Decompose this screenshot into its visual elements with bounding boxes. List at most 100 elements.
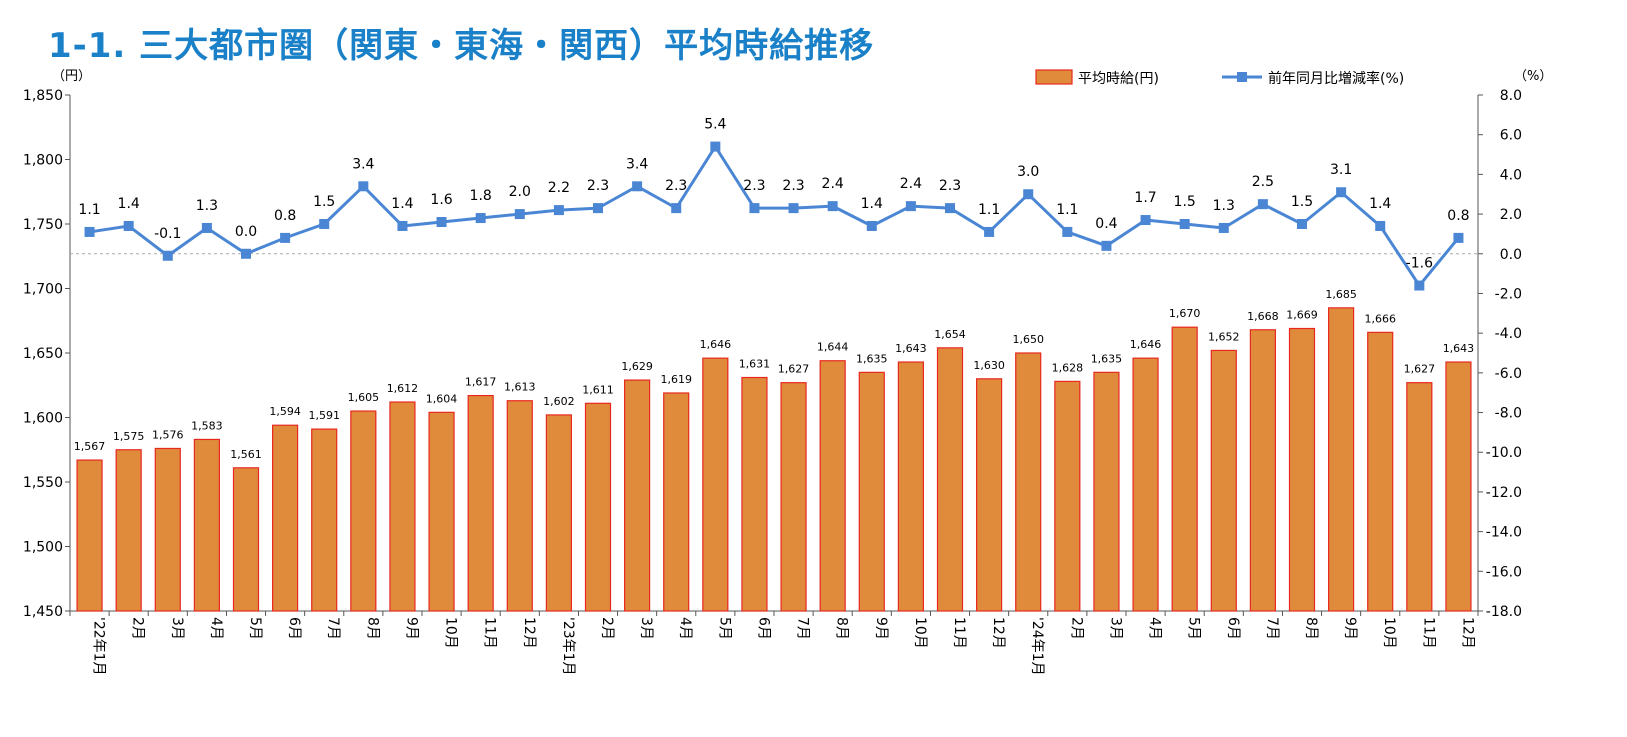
x-tick-label: 8月 [364, 617, 380, 640]
bar [1132, 357, 1159, 612]
x-tick-label: 12月 [1459, 617, 1475, 649]
line-data-label: 0.0 [235, 224, 257, 240]
bar [1367, 331, 1394, 612]
line-data-label: 2.3 [782, 178, 804, 194]
line-marker [162, 250, 173, 261]
y-left-tick-label: 1,750 [23, 217, 63, 233]
line-marker [280, 232, 291, 243]
x-tick-label: 2月 [599, 617, 615, 640]
x-tick-label: 4月 [1147, 617, 1163, 640]
y-right-tick-label: -10.0 [1486, 445, 1522, 461]
line-data-label: 1.6 [430, 192, 452, 208]
bar [663, 392, 690, 612]
bar [1054, 380, 1081, 612]
line-data-label: 2.3 [587, 178, 609, 194]
line-data-label: 2.3 [665, 178, 687, 194]
bar-data-label: 1,627 [1404, 363, 1436, 376]
bar [506, 400, 533, 612]
bar-data-label: 1,613 [504, 381, 536, 394]
line-data-label: 1.1 [978, 202, 1000, 218]
bar [819, 360, 846, 612]
x-tick-label: '24年1月 [1029, 617, 1045, 676]
line-marker [553, 205, 564, 216]
line-marker [710, 141, 721, 152]
y-right-tick-label: -2.0 [1495, 286, 1522, 302]
line-data-label: 2.3 [939, 178, 961, 194]
line-marker [984, 226, 995, 237]
line-series [89, 145, 1460, 288]
line-data-label: 1.1 [1056, 202, 1078, 218]
bar [976, 378, 1003, 612]
x-tick-label: 10月 [912, 617, 928, 649]
bar-data-label: 1,567 [74, 440, 106, 453]
y-left-tick-label: 1,650 [23, 346, 63, 362]
line-data-label: 3.0 [1017, 164, 1039, 180]
line-marker [436, 217, 447, 228]
x-tick-label: 9月 [873, 617, 889, 640]
line-data-label: 0.4 [1095, 216, 1117, 232]
bar-data-label: 1,644 [817, 341, 849, 354]
y-right-tick-label: -12.0 [1486, 485, 1522, 501]
line-marker [123, 220, 134, 231]
line-data-label: 2.4 [822, 176, 844, 192]
bar-data-label: 1,685 [1325, 288, 1357, 301]
bar-data-label: 1,611 [582, 383, 614, 396]
x-tick-label: 11月 [1420, 617, 1436, 649]
line-marker [788, 203, 799, 214]
bar [232, 467, 260, 612]
x-tick-label: 5月 [247, 617, 263, 640]
legend-bar-label: 平均時給(円) [1078, 71, 1159, 87]
bar [193, 438, 220, 612]
bar [780, 382, 807, 612]
bar-data-label: 1,617 [465, 376, 497, 389]
bar-data-label: 1,575 [113, 430, 145, 443]
x-tick-label: 3月 [1107, 617, 1123, 640]
bar [1288, 327, 1316, 612]
bar-data-label: 1,605 [348, 391, 380, 404]
line-marker [1179, 219, 1190, 229]
bar-data-label: 1,643 [1443, 342, 1475, 355]
line-data-label: 1.4 [861, 196, 883, 212]
y-left-tick-label: 1,700 [23, 282, 63, 298]
x-tick-label: 5月 [716, 617, 732, 640]
x-tick-label: '23年1月 [560, 617, 576, 676]
line-marker [1297, 219, 1307, 229]
line-data-label: 1.5 [1291, 194, 1313, 210]
bar [584, 402, 612, 612]
line-data-label: 2.4 [900, 176, 922, 192]
y-right-tick-label: -6.0 [1495, 366, 1522, 382]
x-tick-label: 9月 [1342, 617, 1358, 640]
bar [1015, 352, 1042, 612]
line-marker [593, 203, 603, 214]
x-tick-label: 10月 [1381, 617, 1397, 649]
x-tick-label: 10月 [443, 617, 459, 649]
bar-data-label: 1,619 [660, 373, 692, 386]
line-data-label: 3.4 [626, 156, 648, 172]
line-marker [1140, 215, 1151, 226]
line-marker [1336, 187, 1347, 198]
line-data-label: 1.4 [391, 196, 413, 212]
x-tick-label: 8月 [834, 617, 850, 640]
bar-data-label: 1,666 [1364, 312, 1396, 325]
line-data-label: 1.8 [470, 188, 492, 204]
y-right-tick-label: 8.0 [1500, 88, 1522, 104]
bar [858, 371, 885, 612]
line-data-label: 0.8 [1447, 208, 1469, 224]
bar [1093, 371, 1120, 612]
x-tick-label: 12月 [990, 617, 1006, 649]
x-tick-label: 3月 [169, 617, 185, 640]
line-marker [1414, 280, 1425, 291]
line-data-label: 2.3 [743, 178, 765, 194]
bar [350, 410, 377, 612]
line-marker [358, 181, 369, 192]
bar-data-label: 1,669 [1286, 308, 1318, 321]
x-tick-label: 8月 [1303, 617, 1319, 640]
y-left-tick-label: 1,850 [23, 88, 63, 104]
line-data-label: 1.4 [1369, 196, 1391, 212]
bar-data-label: 1,635 [1091, 352, 1123, 365]
line-marker [945, 203, 955, 214]
bar [311, 428, 338, 612]
legend-bar-swatch [1035, 69, 1073, 85]
